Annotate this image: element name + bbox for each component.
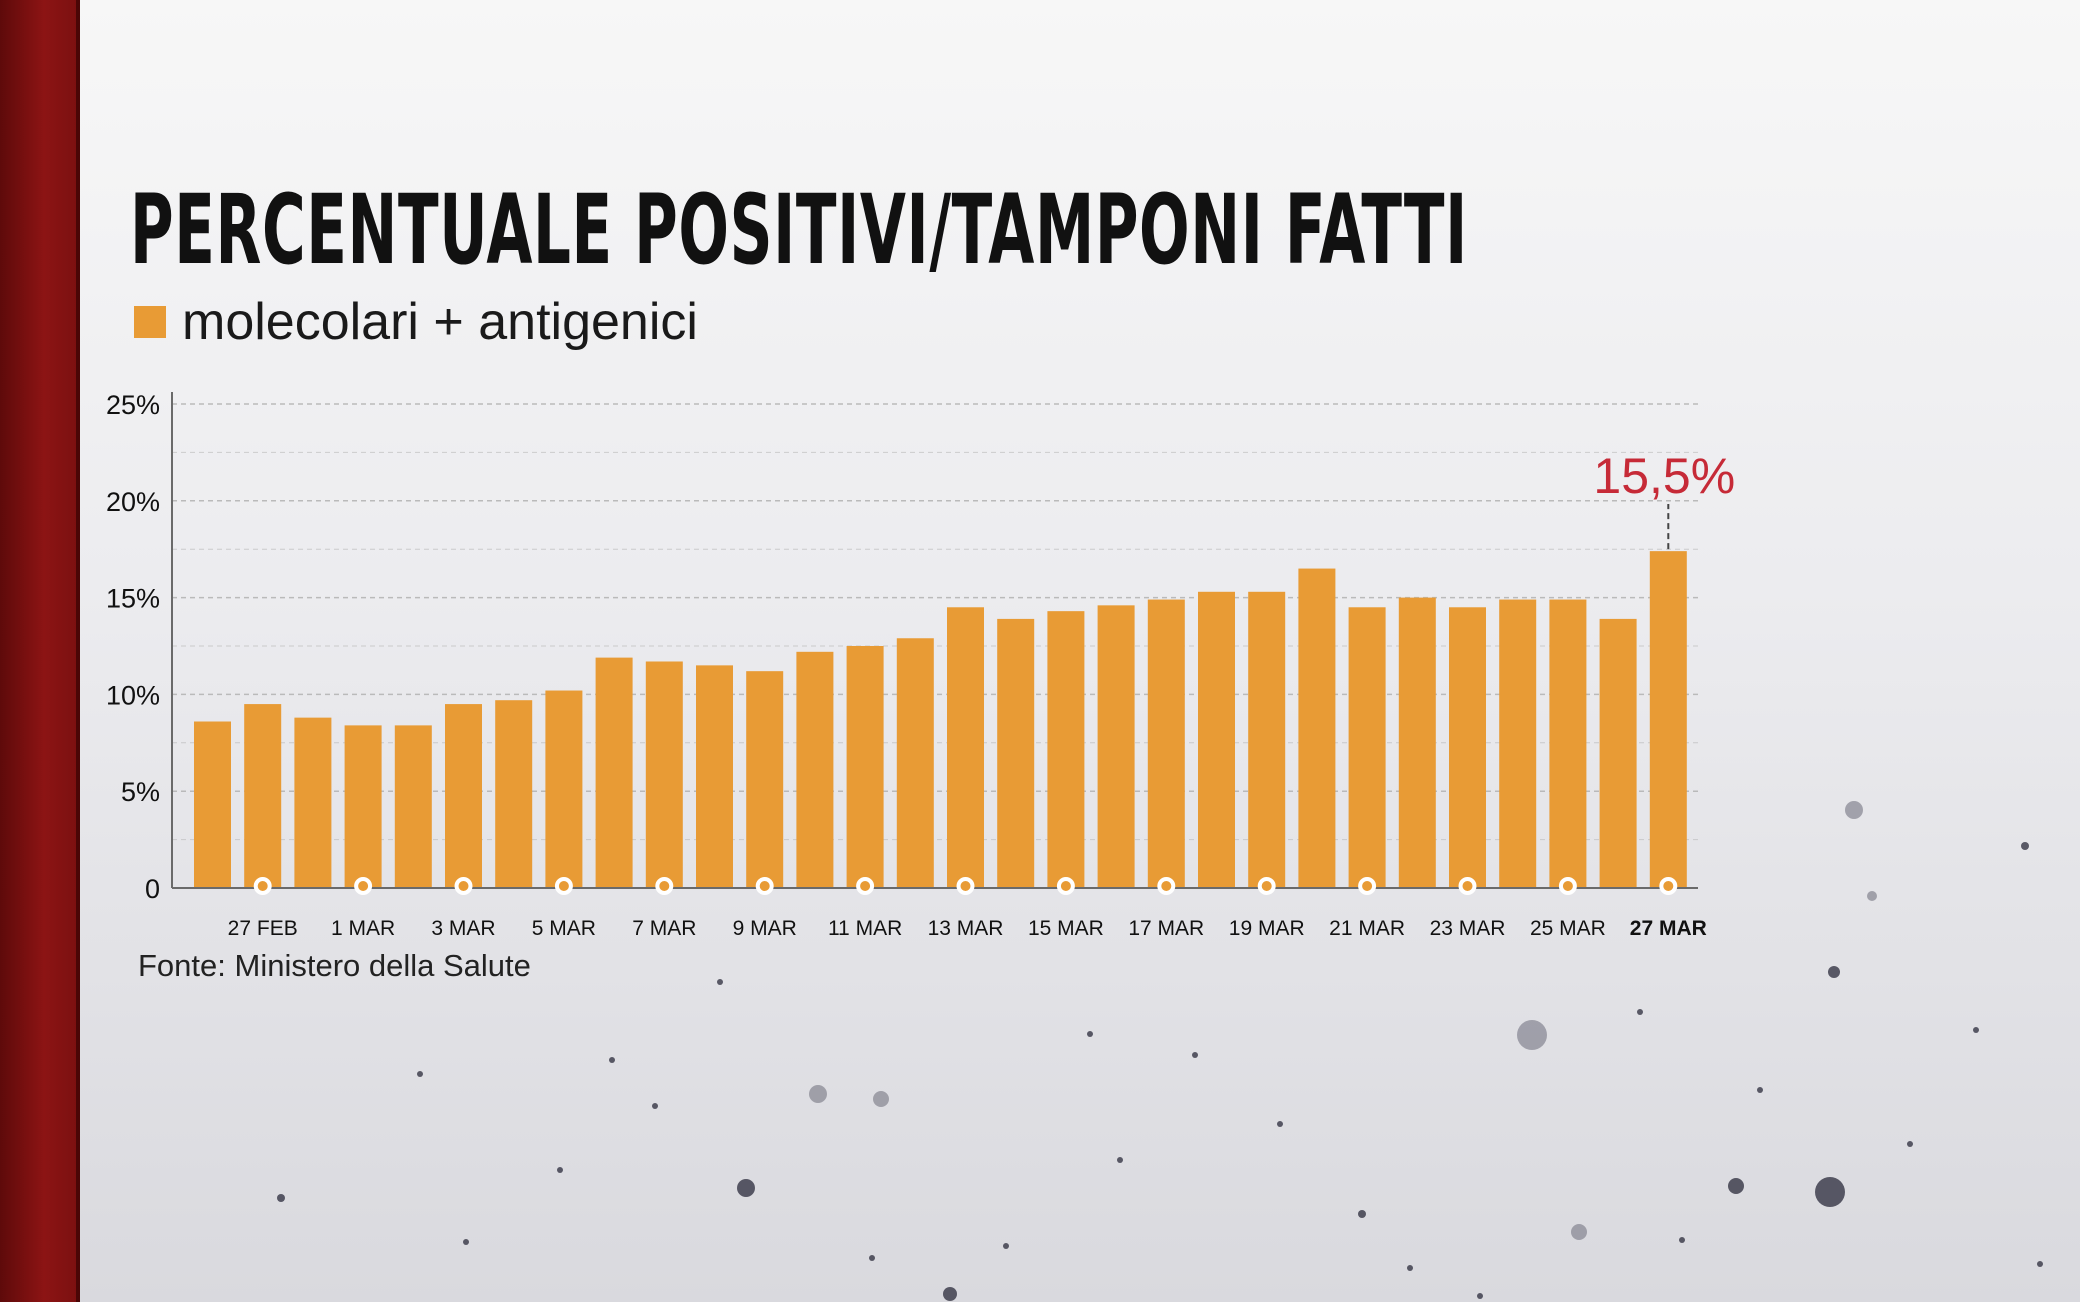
x-tick-marker: [1358, 877, 1377, 895]
x-tick-label: 21 MAR: [1329, 917, 1405, 940]
bar: [1398, 597, 1436, 888]
x-tick-marker: [554, 877, 573, 895]
bar: [696, 665, 733, 888]
bar: [1047, 611, 1085, 888]
bar: [545, 690, 583, 888]
bar: [846, 646, 884, 888]
bar: [1549, 599, 1587, 888]
legend-swatch: [134, 306, 166, 338]
legend-label: molecolari + antigenici: [182, 293, 698, 351]
x-tick-marker: [1458, 877, 1477, 895]
bar: [1499, 599, 1537, 888]
x-tick-label: 5 MAR: [532, 917, 596, 940]
x-tick-marker: [454, 877, 473, 895]
y-tick-label: 5%: [121, 777, 160, 807]
x-tick-label: 11 MAR: [828, 917, 902, 940]
x-tick-marker: [856, 877, 875, 895]
chart-legend: molecolari + antigenici: [134, 292, 698, 352]
bar: [1198, 591, 1235, 888]
x-tick-marker: [1558, 877, 1577, 895]
x-tick-label: 19 MAR: [1229, 917, 1305, 940]
x-tick-marker: [1056, 877, 1075, 895]
bar: [796, 651, 834, 888]
bar: [445, 704, 482, 888]
bar: [896, 638, 934, 888]
x-tick-marker: [1157, 877, 1176, 895]
x-tick-label: 3 MAR: [431, 917, 495, 940]
x-tick-marker: [1257, 877, 1276, 895]
bar: [1599, 618, 1637, 888]
y-tick-label: 15%: [106, 584, 160, 614]
x-tick-label: 27 MAR: [1630, 917, 1707, 940]
bar: [997, 618, 1035, 888]
x-tick-marker: [253, 877, 272, 895]
y-tick-label: 0: [145, 874, 160, 904]
x-tick-label: 13 MAR: [928, 917, 1004, 940]
page-title: PERCENTUALE POSITIVI/TAMPONI FATTI: [130, 174, 1468, 286]
bar: [595, 657, 633, 888]
source-note: Fonte: Ministero della Salute: [138, 948, 531, 983]
bar: [344, 725, 382, 888]
bar: [1298, 568, 1336, 888]
y-tick-label: 20%: [106, 487, 160, 517]
x-tick-label: 25 MAR: [1530, 917, 1606, 940]
brand-side-band: [0, 0, 80, 1302]
annotation-value-label: 15,5%: [1593, 448, 1735, 504]
bar: [1348, 607, 1386, 888]
y-tick-label: 25%: [106, 390, 160, 420]
x-tick-label: 23 MAR: [1430, 917, 1506, 940]
x-tick-label: 7 MAR: [632, 917, 696, 940]
bar: [1097, 605, 1135, 888]
bar: [1147, 599, 1185, 888]
bar: [1449, 607, 1486, 888]
x-tick-marker: [956, 877, 975, 895]
x-tick-label: 15 MAR: [1028, 917, 1104, 940]
x-tick-marker: [1659, 877, 1678, 895]
x-tick-label: 27 FEB: [228, 917, 298, 940]
bar: [244, 704, 282, 888]
bar: [1248, 591, 1286, 888]
x-tick-marker: [354, 877, 373, 895]
bar: [194, 721, 231, 888]
x-tick-label: 9 MAR: [733, 917, 797, 940]
x-tick-marker: [655, 877, 674, 895]
bar: [746, 671, 784, 888]
bar: [1649, 551, 1687, 888]
bar: [947, 607, 984, 888]
bar: [394, 725, 432, 888]
y-tick-label: 10%: [106, 680, 160, 710]
bar: [294, 717, 332, 888]
x-tick-label: 1 MAR: [331, 917, 395, 940]
bar: [645, 661, 683, 888]
bar: [495, 700, 533, 888]
x-tick-label: 17 MAR: [1128, 917, 1204, 940]
x-tick-marker: [755, 877, 774, 895]
